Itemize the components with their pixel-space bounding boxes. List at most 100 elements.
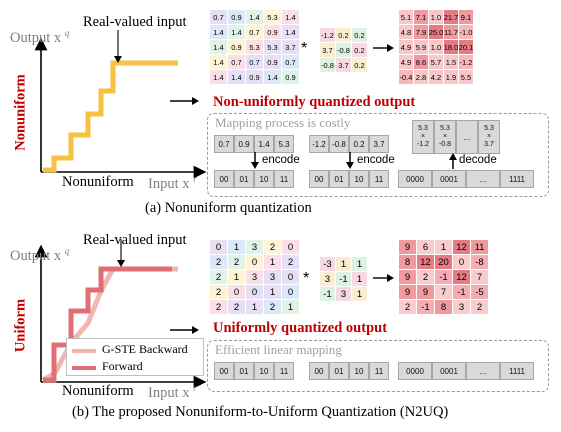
legend-backward-swatch <box>72 349 96 353</box>
value-chip: ... <box>466 362 500 380</box>
matrix-cell: 11 <box>471 240 489 255</box>
matrix-cell: 0 <box>228 285 246 300</box>
bottom-conv-operator: * <box>303 270 309 288</box>
matrix-cell: 9 <box>399 285 417 300</box>
matrix-cell: 25.0 <box>429 25 444 40</box>
top-plot-arrow <box>170 96 200 106</box>
matrix-cell: -1 <box>453 285 471 300</box>
value-chip: 01 <box>329 362 349 380</box>
matrix-cell: -1 <box>320 287 336 302</box>
value-chip: 1111 <box>500 362 534 380</box>
value-chip: 00 <box>309 362 329 380</box>
matrix-cell: 4.8 <box>399 25 414 40</box>
matrix-cell: -5 <box>471 285 489 300</box>
matrix-cell: 7.9 <box>414 25 429 40</box>
matrix-cell: 0.7 <box>246 55 264 70</box>
matrix-cell: -1 <box>417 300 435 315</box>
matrix-cell: -1.2 <box>459 55 474 70</box>
matrix-cell: 0 <box>282 285 300 300</box>
value-chip: 11 <box>369 362 389 380</box>
matrix-cell: 5.3 <box>264 10 282 25</box>
matrix-cell: 0 <box>282 270 300 285</box>
matrix-cell: 1 <box>228 240 246 255</box>
matrix-cell: 3.7 <box>320 43 336 58</box>
matrix-cell: 2 <box>471 300 489 315</box>
matrix-cell: 1 <box>352 287 368 302</box>
matrix-cell: 0.9 <box>228 10 246 25</box>
matrix-cell: -0.8 <box>320 58 336 73</box>
top-y-label: Nonuniform <box>13 72 30 154</box>
value-chip: ... <box>466 170 500 188</box>
value-chip: 11 <box>274 170 294 188</box>
top-encode-arrow-1 <box>250 152 260 170</box>
matrix-cell: 0 <box>282 240 300 255</box>
bottom-mapping-title: Efficient linear mapping <box>215 342 342 358</box>
top-stack-chip-ellipsis: ... <box>456 120 478 154</box>
bottom-conv-arrow <box>373 273 395 283</box>
matrix-cell: -1 <box>336 272 352 287</box>
value-chip: 11 <box>274 362 294 380</box>
matrix-cell: 1.4 <box>210 40 228 55</box>
matrix-cell: 1.5 <box>444 55 459 70</box>
value-chip: 0001 <box>432 362 466 380</box>
matrix-cell: 12 <box>453 270 471 285</box>
matrix-cell: 11.7 <box>444 25 459 40</box>
top-caption: (a) Nonuniform quantization <box>145 200 312 217</box>
top-mapping-title: Mapping process is costly <box>215 115 350 131</box>
value-chip: 00 <box>214 362 234 380</box>
bottom-caption: (b) The proposed Nonuniform-to-Uniform Q… <box>72 404 448 421</box>
value-chip: 5.3 <box>274 135 294 153</box>
matrix-cell: 3 <box>246 240 264 255</box>
matrix-cell: 12 <box>453 240 471 255</box>
top-result-title: Non-uniformly quantized output <box>213 94 415 111</box>
matrix-cell: 9.1 <box>459 10 474 25</box>
matrix-cell: 9 <box>399 240 417 255</box>
matrix-cell: 0 <box>246 255 264 270</box>
matrix-cell: 9 <box>399 270 417 285</box>
matrix-cell: 1.4 <box>210 55 228 70</box>
matrix-cell: 0.7 <box>210 10 228 25</box>
matrix-cell: 5.7 <box>429 55 444 70</box>
top-stack-1-text: 5.3 × -1.2 <box>417 125 429 149</box>
value-chip: 0001 <box>432 170 466 188</box>
top-encode-label-1: encode <box>262 154 300 166</box>
matrix-cell: 20.1 <box>459 40 474 55</box>
matrix-cell: 1 <box>264 255 282 270</box>
bottom-real-input-label: Real-valued input <box>83 232 186 249</box>
matrix-cell: 0.9 <box>282 70 300 85</box>
matrix-cell: 21.7 <box>444 10 459 25</box>
matrix-cell: 1 <box>435 240 453 255</box>
matrix-cell: 1 <box>282 300 300 315</box>
matrix-cell: 2 <box>399 300 417 315</box>
top-stack-3-text: 5.3 × 3.7 <box>484 125 494 149</box>
matrix-cell: 2 <box>210 300 228 315</box>
top-x-label: Nonuniform <box>62 174 134 191</box>
top-conv-operator: * <box>301 40 307 58</box>
top-stack-2-text: 5.3 × -0.8 <box>439 125 451 149</box>
top-stack-chip-1: 5.3 × -1.2 <box>412 120 434 154</box>
bottom-y-label: Uniform <box>13 285 30 367</box>
matrix-cell: 4.2 <box>429 70 444 85</box>
matrix-cell: 2 <box>264 300 282 315</box>
matrix-cell: 3 <box>320 272 336 287</box>
bottom-weight-matrix: 0132022012213302001022121 <box>210 240 300 315</box>
matrix-cell: 3.7 <box>282 40 300 55</box>
matrix-cell: 0.2 <box>352 43 368 58</box>
matrix-cell: 1.4 <box>210 25 228 40</box>
value-chip: -0.8 <box>329 135 349 153</box>
top-stack-chip-3: 5.3 × 3.7 <box>478 120 500 154</box>
matrix-cell: 1 <box>336 257 352 272</box>
matrix-cell: 5.3 <box>264 40 282 55</box>
value-chip: 0.9 <box>234 135 254 153</box>
value-chip: 1.4 <box>254 135 274 153</box>
matrix-cell: 8.6 <box>414 55 429 70</box>
matrix-cell: 8 <box>399 255 417 270</box>
matrix-cell: 7.1 <box>414 10 429 25</box>
matrix-cell: 0.9 <box>264 55 282 70</box>
matrix-cell: 1 <box>264 285 282 300</box>
top-nonuniform-staircase <box>43 63 178 170</box>
top-real-input-label: Real-valued input <box>83 14 186 31</box>
legend-backward-label: G-STE Backward <box>102 342 188 357</box>
matrix-cell: 1 <box>352 257 368 272</box>
matrix-cell: 1.4 <box>264 70 282 85</box>
